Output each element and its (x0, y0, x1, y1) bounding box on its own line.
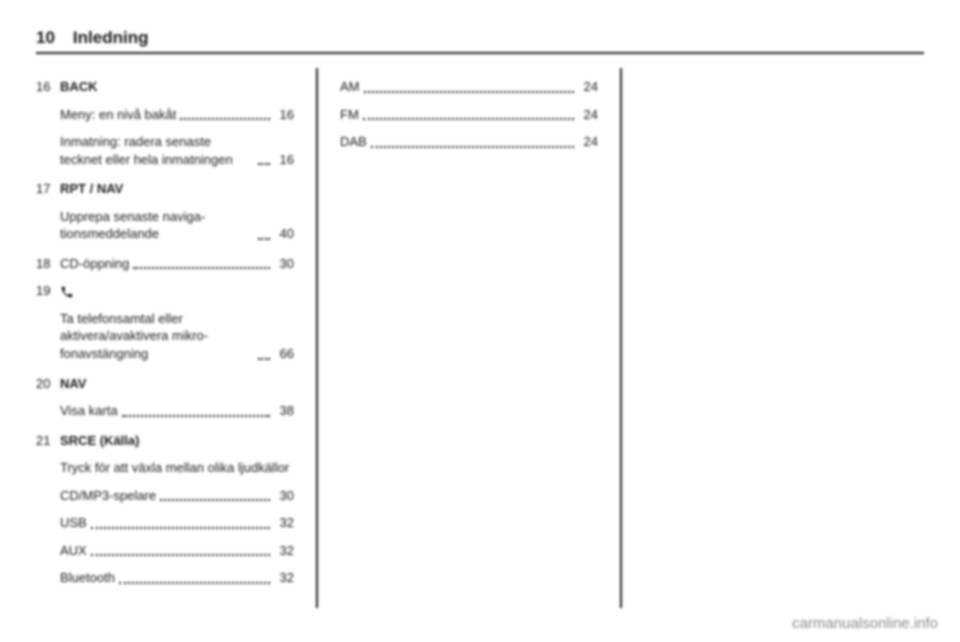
toc-label: Meny: en nivå bakåt (60, 106, 176, 124)
toc-label: USB (60, 514, 87, 532)
toc-dots (133, 267, 270, 269)
toc-page: 32 (274, 514, 294, 532)
toc-page: 30 (274, 255, 294, 273)
toc-label: CD-öppning (60, 255, 129, 273)
toc-entry: Bluetooth 32 (60, 569, 294, 587)
toc-page: 16 (274, 151, 294, 169)
toc-dots (364, 91, 575, 93)
toc-entry: AM 24 (340, 78, 598, 96)
toc-dots (180, 118, 270, 120)
toc-page: 66 (274, 345, 294, 363)
toc-label: FM (340, 106, 359, 124)
toc-entry: 18 CD-öppning 30 (36, 255, 294, 273)
column-3 (622, 68, 924, 608)
toc-dots (258, 163, 270, 165)
item-description: Tryck för att växla mellan olika ljudkäl… (60, 459, 294, 477)
toc-dots (258, 238, 270, 240)
sub-block: Meny: en nivå bakåt 16 Inmatning: radera… (36, 106, 294, 169)
sub-block: Tryck för att växla mellan olika ljudkäl… (36, 459, 294, 587)
toc-page: 32 (274, 542, 294, 560)
toc-page: 30 (274, 487, 294, 505)
toc-page: 24 (578, 133, 598, 151)
toc-entry: CD/MP3-spelare 30 (60, 487, 294, 505)
page-header: 10 Inledning (36, 28, 924, 54)
item-number: 16 (36, 78, 60, 96)
toc-page: 16 (274, 106, 294, 124)
item-heading: BACK (60, 78, 98, 96)
item-heading: RPT / NAV (60, 180, 123, 198)
sub-block: Ta telefonsamtal eller aktivera/avaktive… (36, 310, 294, 363)
item-number: 20 (36, 375, 60, 393)
columns: 16 BACK Meny: en nivå bakåt 16 Inmatning… (36, 68, 924, 608)
toc-heading-row: 19 (36, 282, 294, 300)
toc-label: CD/MP3-spelare (60, 487, 156, 505)
item-number: 21 (36, 432, 60, 450)
toc-entry: Ta telefonsamtal eller aktivera/avaktive… (60, 310, 294, 363)
item-heading: SRCE (Källa) (60, 432, 139, 450)
sub-block: AM 24 FM 24 DAB 24 (340, 78, 598, 151)
toc-page: 32 (274, 569, 294, 587)
toc-entry: Upprepa senaste naviga­tionsmeddelande 4… (60, 208, 294, 243)
toc-entry: USB 32 (60, 514, 294, 532)
toc-heading-row: 16 BACK (36, 78, 294, 96)
toc-page: 24 (578, 106, 598, 124)
page-number: 10 (36, 28, 55, 48)
column-2: AM 24 FM 24 DAB 24 (318, 68, 622, 608)
toc-dots (160, 499, 270, 501)
toc-label: Ta telefonsamtal eller aktivera/avaktive… (60, 310, 254, 363)
toc-dots (122, 415, 270, 417)
column-1: 16 BACK Meny: en nivå bakåt 16 Inmatning… (36, 68, 318, 608)
toc-label: Visa karta (60, 402, 118, 420)
toc-label: AM (340, 78, 360, 96)
toc-heading-row: 21 SRCE (Källa) (36, 432, 294, 450)
toc-dots (91, 554, 270, 556)
toc-label: Bluetooth (60, 569, 115, 587)
toc-dots (119, 582, 270, 584)
toc-entry: Inmatning: radera senaste tecknet eller … (60, 133, 294, 168)
sub-block: Upprepa senaste naviga­tionsmeddelande 4… (36, 208, 294, 243)
sub-block: Visa karta 38 (36, 402, 294, 420)
phone-icon (60, 282, 74, 300)
watermark: carmanualsonline.info (792, 615, 938, 632)
toc-dots (258, 358, 270, 360)
toc-heading-row: 17 RPT / NAV (36, 180, 294, 198)
toc-page: 40 (274, 225, 294, 243)
toc-label: Upprepa senaste naviga­tionsmeddelande (60, 208, 254, 243)
toc-heading-row: 20 NAV (36, 375, 294, 393)
section-title: Inledning (73, 28, 149, 48)
item-number: 18 (36, 255, 60, 273)
toc-label: DAB (340, 133, 367, 151)
item-number: 17 (36, 180, 60, 198)
toc-page: 24 (578, 78, 598, 96)
toc-entry: FM 24 (340, 106, 598, 124)
toc-entry: Visa karta 38 (60, 402, 294, 420)
toc-entry: AUX 32 (60, 542, 294, 560)
toc-entry: Meny: en nivå bakåt 16 (60, 106, 294, 124)
page-container: 10 Inledning 16 BACK Meny: en nivå bakåt… (0, 0, 960, 608)
item-heading: NAV (60, 375, 86, 393)
toc-dots (371, 146, 574, 148)
toc-entry: DAB 24 (340, 133, 598, 151)
toc-dots (91, 527, 270, 529)
item-number: 19 (36, 282, 60, 300)
toc-label: Inmatning: radera senaste tecknet eller … (60, 133, 254, 168)
toc-dots (363, 118, 574, 120)
toc-label: AUX (60, 542, 87, 560)
toc-page: 38 (274, 402, 294, 420)
